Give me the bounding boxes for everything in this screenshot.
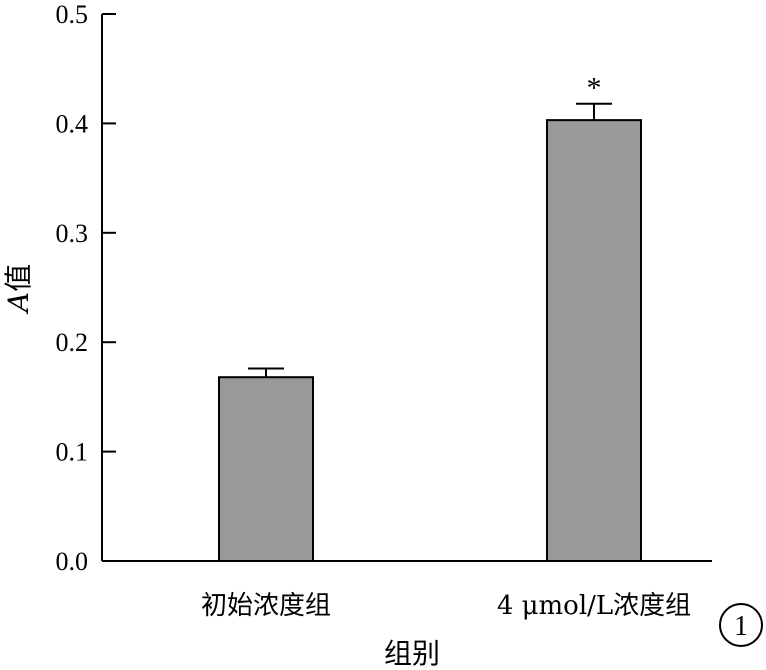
category-label: 4 μmol/L浓度组 bbox=[497, 591, 691, 621]
circled-number-annotation: 1 bbox=[719, 603, 763, 647]
annotation-number: 1 bbox=[734, 611, 748, 642]
y-axis: 0.0 0.1 0.2 0.3 0.4 0.5 bbox=[56, 0, 116, 576]
bars: * bbox=[218, 72, 642, 563]
y-tick-label: 0.3 bbox=[56, 219, 89, 248]
y-tick-label: 0.0 bbox=[56, 547, 89, 576]
y-ticks: 0.0 0.1 0.2 0.3 0.4 0.5 bbox=[56, 0, 116, 576]
category-label: 初始浓度组 bbox=[201, 591, 331, 621]
bar bbox=[546, 119, 642, 562]
y-tick-label: 0.4 bbox=[56, 109, 89, 138]
y-tick-label: 0.2 bbox=[56, 328, 89, 357]
x-axis-title: 组别 bbox=[384, 637, 440, 670]
bar bbox=[218, 376, 314, 563]
y-tick-label: 0.1 bbox=[56, 438, 89, 467]
annotation-circle bbox=[719, 603, 763, 647]
category-labels: 初始浓度组 4 μmol/L浓度组 bbox=[201, 591, 691, 621]
y-axis-title: A值 bbox=[2, 264, 35, 315]
significance-marker: * bbox=[587, 72, 602, 105]
y-tick-label: 0.5 bbox=[56, 0, 89, 29]
